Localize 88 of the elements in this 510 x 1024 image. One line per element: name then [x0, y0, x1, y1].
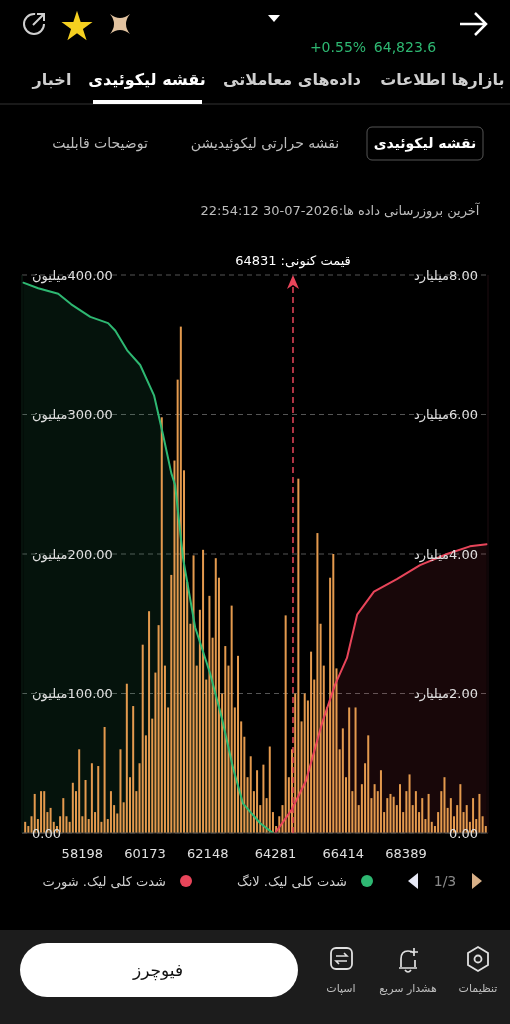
bar	[379, 770, 382, 833]
y-tick-label: 400.00میلیون	[32, 267, 113, 284]
legend-label: شدت کلی لیک. لانگ	[237, 874, 347, 889]
y2-tick-label: 2.00میلیارد	[413, 686, 478, 703]
bar	[125, 683, 128, 833]
text: نقشه لیکوئیدی	[88, 70, 206, 89]
x-tick-label: 64281	[254, 846, 297, 861]
bar	[208, 595, 211, 833]
text: داده‌های معاملاتی	[223, 70, 361, 89]
bar	[348, 707, 351, 833]
text: توضیحات قابلیت	[52, 135, 148, 152]
text: +0.55%	[309, 39, 367, 55]
bar	[443, 777, 446, 833]
bar	[478, 793, 481, 833]
y-tick-label: 0.00	[32, 825, 61, 841]
ref-line-label: قیمت کنونی: 64831	[235, 253, 351, 269]
bar	[160, 417, 163, 833]
bar	[148, 611, 151, 833]
bar	[449, 798, 452, 833]
bar	[71, 782, 74, 833]
bar	[179, 326, 182, 833]
bar	[132, 706, 135, 833]
bar	[62, 798, 65, 833]
bar	[367, 735, 370, 833]
bar	[141, 644, 144, 833]
bar	[427, 793, 430, 833]
y-tick-label: 100.00میلیون	[32, 686, 113, 703]
bar	[256, 770, 259, 833]
bar	[109, 791, 112, 833]
bar	[268, 746, 271, 833]
x-tick-label: 58198	[61, 846, 103, 861]
text: اخبار	[31, 70, 72, 89]
bar	[230, 605, 233, 833]
text: 64,823.6	[373, 39, 437, 55]
text: 1/3	[433, 873, 457, 889]
text: آخرین بروزرسانی داده ها:2026-07-30 22:54:12	[200, 202, 481, 219]
text: نقشه حرارتی لیکوئیدیشن	[190, 135, 340, 152]
bar	[341, 728, 344, 833]
bar	[249, 756, 252, 833]
bar	[392, 796, 395, 833]
bar	[310, 651, 313, 833]
bar	[399, 784, 402, 833]
bar	[316, 533, 319, 833]
bar	[97, 766, 100, 833]
bar	[202, 549, 205, 833]
text: بازارها	[451, 70, 505, 89]
bar	[481, 816, 484, 833]
bar	[386, 798, 389, 833]
text: تنظیمات	[458, 982, 498, 995]
bar	[284, 615, 287, 833]
bar	[303, 693, 306, 833]
bar	[373, 784, 376, 833]
x-tick-label: 60173	[124, 846, 166, 861]
text: نقشه لیکوئیدی	[373, 135, 477, 152]
bar	[119, 749, 122, 833]
bar	[224, 646, 227, 833]
y2-tick-label: 6.00میلیارد	[413, 407, 478, 424]
y-tick-label: 300.00میلیون	[32, 407, 113, 424]
bar	[297, 478, 300, 833]
x-tick-label: 66414	[322, 846, 364, 861]
bar	[354, 707, 357, 833]
bar	[24, 821, 27, 833]
bar	[319, 623, 322, 833]
y2-tick-label: 8.00میلیارد	[413, 267, 478, 284]
bar	[78, 749, 81, 833]
bar	[237, 655, 240, 833]
bar	[408, 774, 411, 833]
x-tick-label: 68389	[385, 846, 427, 861]
bar	[405, 791, 408, 833]
bar	[414, 791, 417, 833]
bar	[84, 779, 87, 833]
text: اطلاعات	[380, 70, 446, 89]
bar	[214, 558, 217, 833]
bar	[103, 726, 106, 833]
legend-label: شدت کلی لیک. شورت	[42, 874, 166, 890]
bar	[332, 554, 335, 833]
text: هشدار سریع	[379, 982, 437, 995]
bar	[90, 763, 93, 833]
bar	[262, 764, 265, 833]
text: اسپات	[326, 982, 356, 995]
bar	[173, 460, 176, 833]
bar	[389, 793, 392, 833]
x-tick-label: 62148	[187, 846, 229, 861]
y-tick-label: 200.00میلیون	[32, 546, 113, 563]
bar	[154, 672, 157, 833]
text: فیوچرز	[131, 960, 184, 981]
bar	[192, 555, 195, 833]
bar	[421, 798, 424, 833]
